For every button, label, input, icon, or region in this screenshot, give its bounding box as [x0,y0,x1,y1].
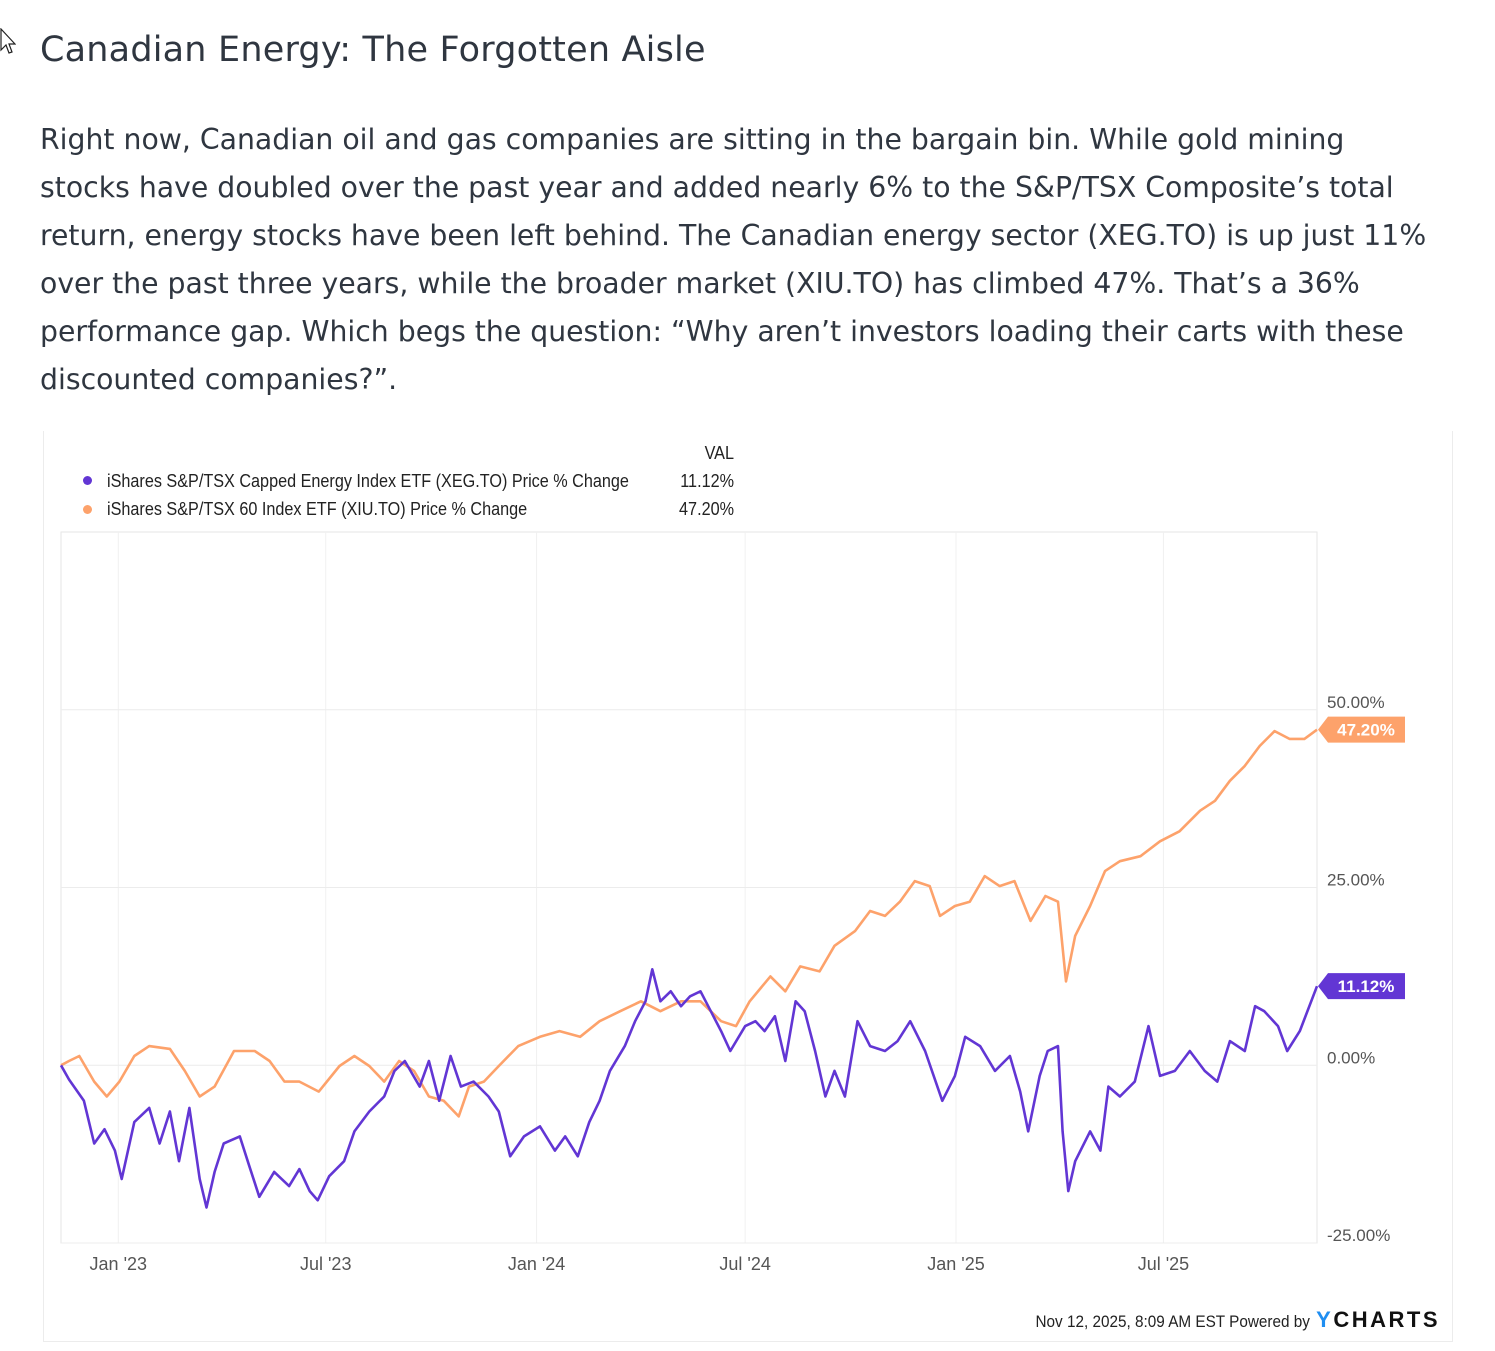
legend-header: VAL [704,443,734,463]
x-tick-label: Jul '25 [1138,1254,1189,1274]
paragraph-line: performance gap. Which begs the question… [40,315,1404,348]
legend-value-xiu: 47.20% [679,499,734,519]
legend-dot-xeg [83,476,92,485]
x-tick-label: Jan '24 [508,1254,565,1274]
y-tick-label: 50.00% [1327,693,1385,712]
ycharts-logo: YCHARTS [1316,1307,1440,1332]
series-line [59,968,1319,1209]
x-tick-label: Jul '23 [300,1254,351,1274]
article-title: Canadian Energy: The Forgotten Aisle [40,30,706,70]
legend-dot-xiu [83,505,92,514]
legend-label-xeg: iShares S&P/TSX Capped Energy Index ETF … [107,471,629,491]
paragraph-line: discounted companies?”. [40,363,398,396]
x-tick-label: Jan '25 [927,1254,984,1274]
chart-footer: Nov 12, 2025, 8:09 AM EST Powered by YCH… [1005,1307,1440,1333]
x-tick-label: Jul '24 [719,1254,770,1274]
ycharts-chart: Jan '23 Jul '23 Jan '24 Jul '24 Jan '25 Jul '… [43,431,1453,1342]
legend-value-xeg: 11.12% [680,471,734,491]
chart-plot: Jan '23 Jul '23 Jan '24 Jul '24 Jan '25 Jul '… [59,531,1405,1274]
last-value-tag [1318,973,1405,1000]
article-paragraph: Right now, Canadian oil and gas companie… [40,116,1426,404]
y-tick-label: 25.00% [1327,871,1385,890]
footer-timestamp: Nov 12, 2025, 8:09 AM EST Powered by [1035,1312,1311,1331]
last-value-label: 47.20% [1337,721,1395,740]
last-value-tag [1318,716,1405,743]
last-value-label: 11.12% [1338,977,1395,996]
legend-label-xiu: iShares S&P/TSX 60 Index ETF (XIU.TO) Pr… [107,499,528,519]
paragraph-line: return, energy stocks have been left beh… [40,219,1427,252]
x-tick-label: Jan '23 [90,1254,147,1274]
series-line [60,728,1318,1118]
mouse-cursor-icon [0,28,16,54]
y-tick-label: 0.00% [1327,1048,1375,1067]
paragraph-line: stocks have doubled over the past year a… [40,171,1394,204]
y-tick-label: -25.00% [1327,1226,1390,1245]
paragraph-line: Right now, Canadian oil and gas companie… [40,123,1345,156]
paragraph-line: over the past three years, while the bro… [40,267,1360,300]
